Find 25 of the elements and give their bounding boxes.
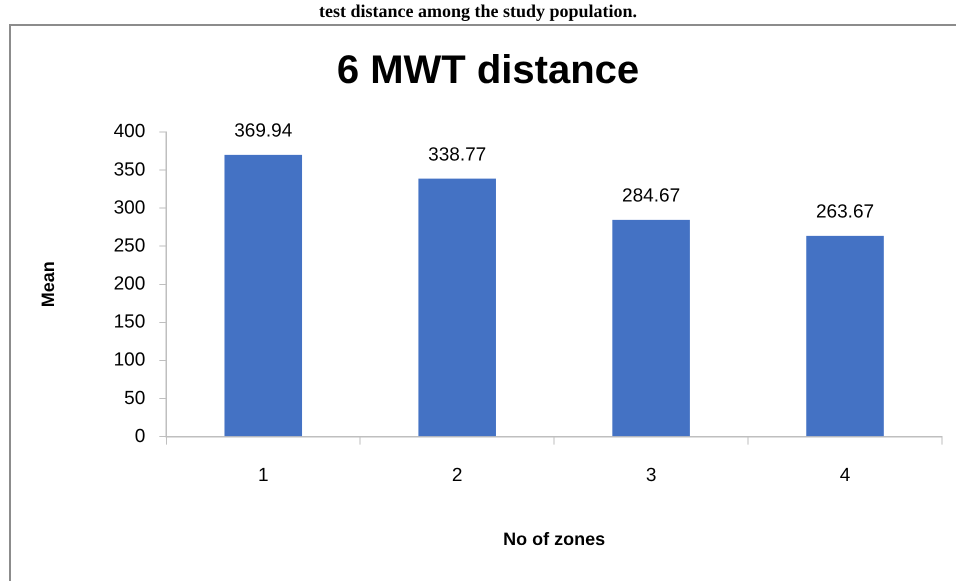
x-tick-label: 4 xyxy=(840,465,851,486)
y-tick-label: 250 xyxy=(114,235,146,256)
y-tick-label: 200 xyxy=(114,274,146,295)
bar xyxy=(806,236,884,436)
x-axis-title: No of zones xyxy=(503,529,606,550)
y-tick-label: 0 xyxy=(134,426,146,447)
x-tick-label: 3 xyxy=(646,465,656,486)
y-axis-title: Mean xyxy=(38,261,58,308)
data-label: 284.67 xyxy=(622,186,680,207)
bar xyxy=(418,178,496,436)
bar xyxy=(224,154,302,436)
y-tick-label: 300 xyxy=(114,197,146,218)
y-tick-label: 100 xyxy=(114,350,146,371)
data-label: 369.94 xyxy=(234,120,293,142)
y-tick-label: 400 xyxy=(114,121,146,142)
y-tick-label: 350 xyxy=(114,159,146,180)
chart-title: 6 MWT distance xyxy=(336,48,640,92)
x-tick-label: 2 xyxy=(452,465,462,486)
data-label: 263.67 xyxy=(816,202,874,223)
text: test distance among the study population. xyxy=(318,0,638,22)
x-tick-label: 1 xyxy=(258,465,269,486)
bar xyxy=(612,220,690,436)
y-tick-label: 50 xyxy=(124,388,146,409)
y-tick-label: 150 xyxy=(114,312,146,333)
data-label: 338.77 xyxy=(428,144,486,166)
